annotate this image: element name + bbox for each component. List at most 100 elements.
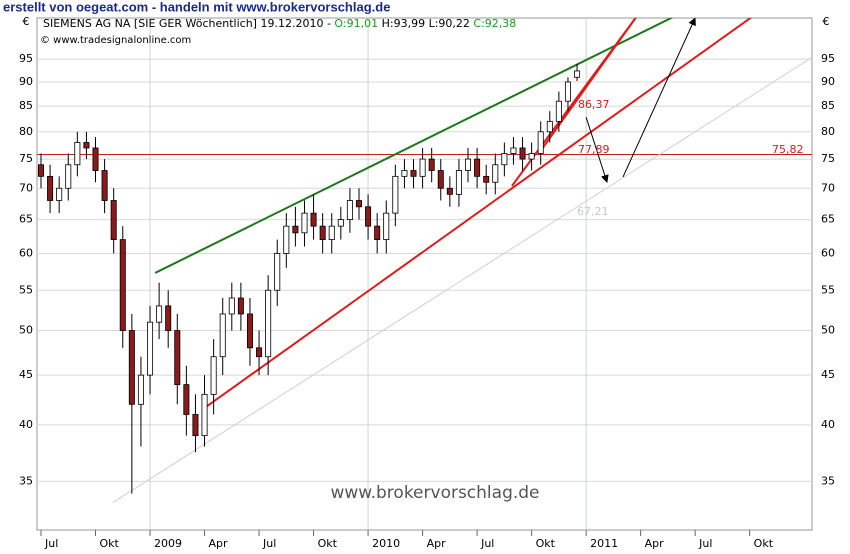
y-tick-label-right: 50 [821,324,835,337]
y-tick-label: 45 [19,368,33,381]
arrow [622,18,696,178]
candle-body [283,225,290,254]
y-tick-label-right: 40 [821,418,835,431]
x-tick-label: Jul [480,537,494,550]
y-tick-label-right: 80 [821,125,835,138]
candle-body [246,313,253,349]
y-tick-label: 55 [19,283,33,296]
candle-body [228,297,235,315]
y-tick-label: 65 [19,213,33,226]
candle-body [328,225,335,240]
arrow [585,117,609,184]
watermark: www.brokervorschlag.de [330,483,539,503]
candle-body [156,305,163,323]
candle-body [501,153,508,166]
y-tick-label: 40 [19,418,33,431]
candle-body [274,253,281,291]
candle-body [337,219,344,227]
y-tick-label: 35 [19,474,33,487]
x-tick-label: Okt [754,537,774,550]
x-tick-label: Okt [318,537,338,550]
legend: SIEMENS AG NA [SIE GER Wöchentlich] 19.1… [43,17,516,30]
y-tick-label: 70 [19,181,33,194]
y-tick-label: 75 [19,152,33,165]
legend-high: H:93,99 [382,17,425,30]
y-tick-label-right: 90 [821,75,835,88]
annotation: 77,89 [578,143,610,156]
candle-body [237,297,244,315]
candle-body [137,374,144,405]
candle-body [47,175,54,201]
candle-body [92,147,99,171]
candle-body [301,212,308,234]
annotation: 86,37 [578,98,610,111]
source: © www.tradesignalonline.com [40,35,191,46]
y-tick-label-right: 55 [821,283,835,296]
candle-body [474,158,481,177]
candle-body [346,200,353,221]
trendline [154,18,674,274]
candle-body [101,170,108,201]
annotation: 75,82 [772,143,804,156]
candle-body [119,239,126,331]
candle-body [528,153,535,160]
candle-body [492,164,499,183]
candle-body [65,164,72,189]
candle-body [365,206,372,227]
candle-body [174,330,181,386]
y-tick-label-right: 70 [821,181,835,194]
candle-body [483,175,490,183]
candle-body [446,187,453,195]
candle-body [428,158,435,171]
candle-body [319,225,326,240]
x-tick-label: Apr [209,537,229,550]
y-tick-label-right: 35 [821,474,835,487]
x-tick-label: Apr [645,537,665,550]
candle-body [56,187,63,201]
candle-body [219,313,226,358]
trendline [203,18,753,410]
candle-body [465,158,472,171]
x-tick-label: Okt [100,537,120,550]
y-tick-label-right: 60 [821,246,835,259]
candle-body [310,212,317,227]
candle-body [564,81,571,102]
x-tick-label: Jul [44,537,58,550]
candle-body [383,212,390,240]
candle-body [265,289,272,358]
trendline [539,18,637,153]
candle-body [147,321,154,376]
currency-right: € [823,15,830,28]
candle-body [455,170,462,195]
legend-name: SIEMENS AG NA [SIE GER Wöchentlich] 19.1… [43,17,331,30]
legend-close: C:92,38 [473,17,516,30]
candle-body [574,70,581,78]
candle-body [74,142,81,166]
y-tick-label-right: 65 [821,213,835,226]
plot-area [36,17,813,531]
currency-left: € [23,15,30,28]
candle-body [183,384,190,415]
candle-body [355,200,362,208]
candle-body [192,414,199,437]
candle-body [419,158,426,177]
candle-body [110,200,117,240]
candle-body [37,164,44,177]
header-title: erstellt von oegeat.com - handeln mit ww… [3,0,390,14]
x-tick-label: Jul [698,537,712,550]
candle-body [410,170,417,177]
candle-body [374,225,381,240]
y-tick-label-right: 95 [821,52,835,65]
x-tick-label: 2011 [590,537,618,550]
candle-body [401,170,408,177]
candle-body [537,131,544,154]
trendline [112,56,812,503]
candle-body [292,225,299,234]
y-tick-label-right: 45 [821,368,835,381]
legend-low: L:90,22 [429,17,470,30]
y-tick-label: 60 [19,246,33,259]
candle-body [210,356,217,395]
candle-body [256,347,263,358]
